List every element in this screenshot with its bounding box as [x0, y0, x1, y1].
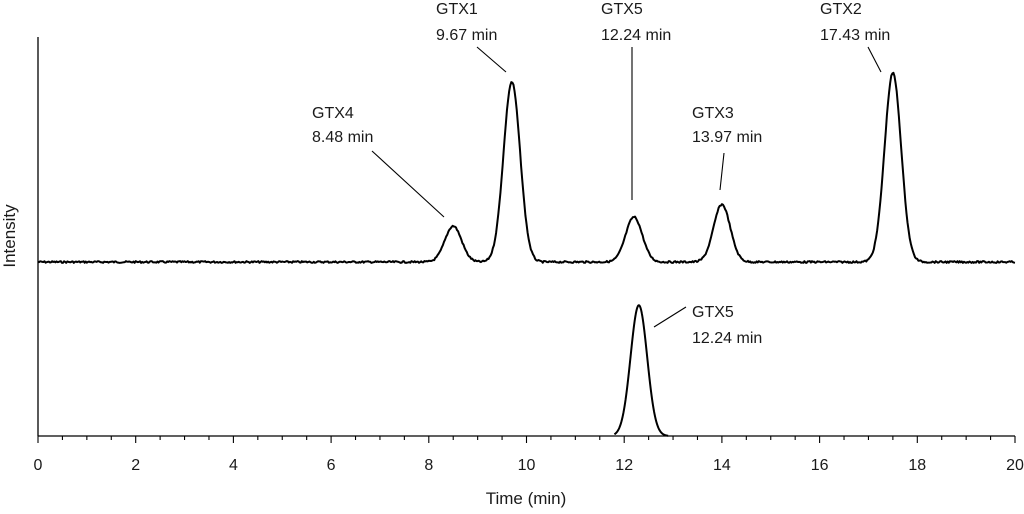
peak-leader-line — [371, 150, 445, 218]
x-axis-title: Time (min) — [486, 489, 567, 508]
peak-time-label: 9.67 min — [436, 27, 497, 44]
x-tick-label: 6 — [327, 457, 336, 474]
peak-time-label: 17.43 min — [820, 27, 890, 44]
peak-name-label: GTX2 — [820, 1, 862, 18]
peak-leader-line — [653, 306, 687, 328]
x-ticks — [37, 436, 1016, 443]
peak-name-label: GTX5 — [601, 1, 643, 18]
peak-time-label: 12.24 min — [692, 330, 762, 347]
x-tick-label: 10 — [518, 457, 536, 474]
x-tick-label: 12 — [615, 457, 633, 474]
x-tick-label: 16 — [811, 457, 829, 474]
peak-name-label: GTX1 — [436, 1, 478, 18]
x-tick-label: 2 — [131, 457, 140, 474]
peak-annotations: GTX4 8.48 min GTX1 9.67 min GTX5 12.24 m… — [312, 1, 890, 347]
peak-time-label: 8.48 min — [312, 129, 373, 146]
x-tick-label: 14 — [713, 457, 731, 474]
x-tick-label: 0 — [34, 457, 43, 474]
x-tick-label: 18 — [908, 457, 926, 474]
x-tick-labels: 0 2 4 6 8 10 12 14 16 18 20 — [34, 457, 1024, 474]
peak-leader-line — [867, 46, 882, 73]
upper-trace-line — [37, 71, 1016, 264]
x-tick-label: 8 — [424, 457, 433, 474]
peak-time-label: 12.24 min — [601, 27, 671, 44]
y-axis-title: Intensity — [0, 204, 19, 268]
peak-name-label: GTX3 — [692, 105, 734, 122]
peak-name-label: GTX4 — [312, 105, 354, 122]
peak-leader-line — [719, 152, 725, 191]
x-tick-label: 20 — [1006, 457, 1024, 474]
peak-name-label: GTX5 — [692, 304, 734, 321]
lower-trace-line — [613, 304, 670, 437]
peak-leader-line — [476, 46, 507, 73]
peak-time-label: 13.97 min — [692, 129, 762, 146]
x-tick-label: 4 — [229, 457, 238, 474]
